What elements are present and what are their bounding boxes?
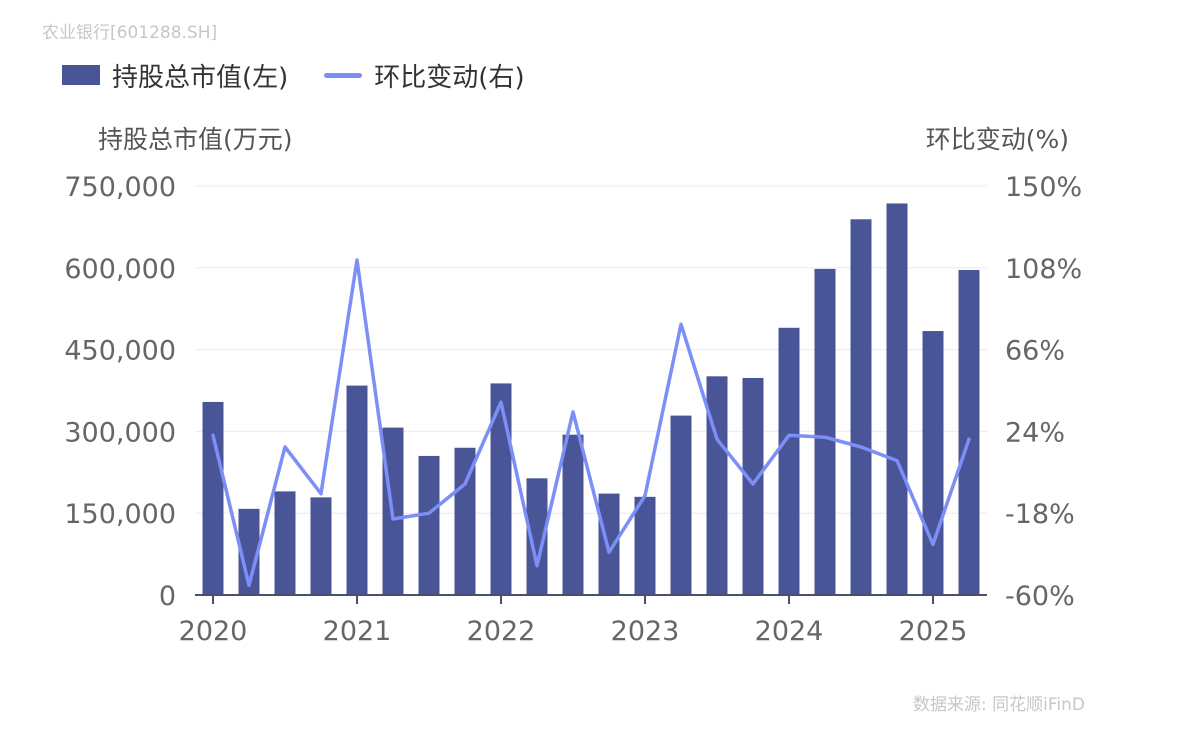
line-point: [499, 400, 503, 404]
right-axis-tick-label: -60%: [1005, 581, 1075, 612]
line-point: [895, 459, 899, 463]
bar: [238, 508, 260, 595]
left-axis-tick-label: 150,000: [64, 499, 176, 530]
x-axis-tick-label: 2024: [755, 616, 824, 647]
bar: [958, 269, 980, 595]
bar: [490, 383, 512, 595]
bar: [850, 219, 872, 596]
bar: [778, 327, 800, 595]
bar: [418, 455, 440, 595]
bar: [706, 376, 728, 595]
right-axis-tick-label: 24%: [1005, 417, 1065, 448]
bar: [598, 493, 620, 595]
x-axis-tick-label: 2020: [179, 616, 248, 647]
line-point: [247, 583, 251, 587]
line-point: [679, 322, 683, 326]
line-point: [859, 445, 863, 449]
right-axis-title: 环比变动(%): [925, 125, 1069, 154]
bar: [886, 203, 908, 595]
bar: [742, 377, 764, 595]
line-point: [787, 433, 791, 437]
line-point: [319, 492, 323, 496]
bar: [346, 385, 368, 595]
data-source: 数据来源: 同花顺iFinD: [913, 695, 1085, 715]
legend-item-market-value[interactable]: 持股总市值(左): [62, 57, 288, 94]
line-point: [931, 542, 935, 546]
right-axis-tick-label: -18%: [1005, 499, 1075, 530]
legend-line-swatch: [324, 72, 363, 78]
x-axis-tick-label: 2021: [323, 616, 392, 647]
left-axis-tick-label: 450,000: [64, 336, 176, 367]
stock-label: 农业银行[601288.SH]: [42, 23, 218, 43]
x-axis-tick-label: 2022: [467, 616, 536, 647]
bar: [922, 331, 944, 595]
line-series: [211, 258, 971, 588]
chart-legend: 持股总市值(左) 环比变动(右): [62, 55, 561, 95]
line-point: [463, 482, 467, 486]
bar: [814, 268, 836, 595]
right-axis-tick-label: 66%: [1005, 336, 1065, 367]
legend-label-market-value: 持股总市值(左): [112, 62, 289, 93]
line-point: [715, 437, 719, 441]
line-point: [571, 410, 575, 414]
left-axis-tick-label: 600,000: [64, 254, 176, 285]
right-axis-tick-label: 150%: [1005, 172, 1082, 203]
line-point: [751, 482, 755, 486]
left-axis-tick-label: 0: [159, 581, 176, 612]
x-axis-tick-label: 2023: [611, 616, 680, 647]
x-axis-tick-label: 2025: [899, 616, 968, 647]
line-point: [607, 550, 611, 554]
line-point: [391, 517, 395, 521]
left-axis-tick-label: 300,000: [64, 417, 176, 448]
line-point: [643, 494, 647, 498]
left-axis-tick-label: 750,000: [64, 172, 176, 203]
legend-label-qoq-change: 环比变动(右): [374, 62, 525, 93]
bar: [454, 447, 476, 595]
line-point: [427, 511, 431, 515]
line-point: [211, 433, 215, 437]
bar: [274, 491, 296, 595]
bar: [202, 401, 224, 595]
bar: [526, 478, 548, 595]
bar: [562, 434, 584, 595]
bar: [670, 415, 692, 595]
legend-bar-swatch: [62, 65, 100, 85]
legend-item-qoq-change[interactable]: 环比变动(右): [324, 57, 525, 94]
line-point: [355, 258, 359, 262]
left-axis-title: 持股总市值(万元): [98, 125, 293, 154]
line-point: [823, 435, 827, 439]
right-axis-tick-label: 108%: [1005, 254, 1082, 285]
line-point: [967, 437, 971, 441]
line-point: [535, 564, 539, 568]
line-point: [283, 445, 287, 449]
bar: [310, 497, 332, 595]
bar: [634, 496, 656, 595]
